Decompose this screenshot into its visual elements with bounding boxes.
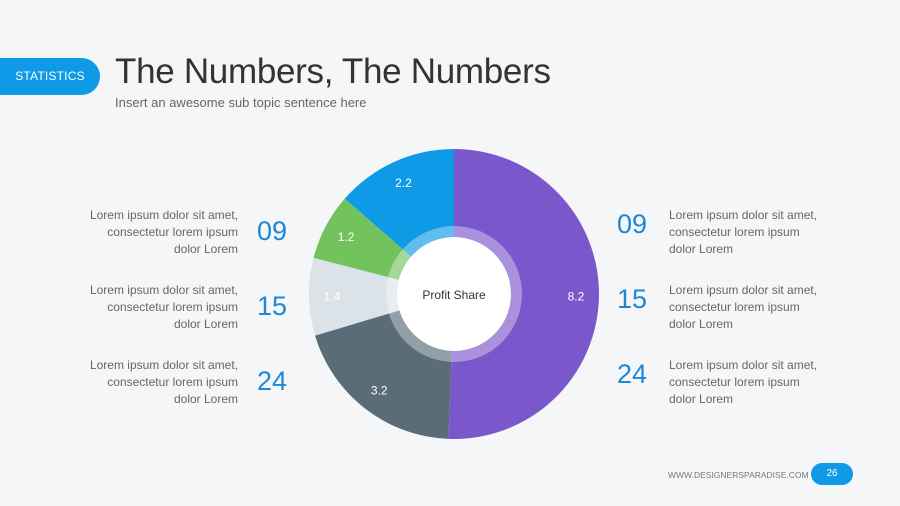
chart-inner-ring — [386, 226, 522, 362]
chart-center-label: Profit Share — [422, 288, 486, 302]
chart-value-label: 1.4 — [324, 289, 341, 303]
left-text-block-3: Lorem ipsum dolor sit amet, consectetur … — [89, 358, 238, 406]
right-stat-number-3: 24 — [617, 359, 648, 389]
right-text-block-1: Lorem ipsum dolor sit amet, consectetur … — [669, 208, 818, 256]
left-stat-number-1: 09 — [257, 216, 288, 246]
chart-ring-segment — [451, 226, 522, 362]
page-subtitle: Insert an awesome sub topic sentence her… — [115, 95, 367, 110]
left-text-block-2: Lorem ipsum dolor sit amet, consectetur … — [89, 283, 238, 331]
chart-slice — [448, 149, 599, 439]
section-badge: STATISTICS — [0, 58, 100, 95]
right-stat-number-2: 15 — [617, 284, 648, 314]
right-text-block-2: Lorem ipsum dolor sit amet, consectetur … — [669, 283, 818, 331]
page-number-badge: 26 — [811, 463, 853, 485]
chart-ring-segment — [402, 226, 454, 257]
chart-slice — [309, 257, 454, 336]
chart-ring-segment — [388, 310, 452, 362]
left-stat-number-3: 24 — [257, 366, 288, 396]
donut-chart: Profit Share 8.2 3.2 1.4 1.2 2.2 — [309, 149, 599, 439]
footer-url: WWW.DESIGNERSPARADISE.COM — [668, 470, 809, 480]
chart-value-label: 2.2 — [395, 176, 412, 190]
page-title: The Numbers, The Numbers — [115, 52, 551, 91]
left-text-block-1: Lorem ipsum dolor sit amet, consectetur … — [89, 208, 238, 256]
right-stat-number-1: 09 — [617, 209, 648, 239]
chart-value-label: 1.2 — [338, 230, 355, 244]
chart-ring-segment — [386, 277, 400, 314]
chart-center-hole — [397, 237, 511, 351]
right-text-block-3: Lorem ipsum dolor sit amet, consectetur … — [669, 358, 818, 406]
chart-value-labels: 8.2 3.2 1.4 1.2 2.2 — [324, 176, 585, 397]
chart-ring-segment — [388, 249, 412, 280]
chart-value-label: 3.2 — [371, 383, 388, 397]
chart-value-label: 8.2 — [568, 289, 585, 303]
left-stat-number-2: 15 — [257, 291, 288, 321]
